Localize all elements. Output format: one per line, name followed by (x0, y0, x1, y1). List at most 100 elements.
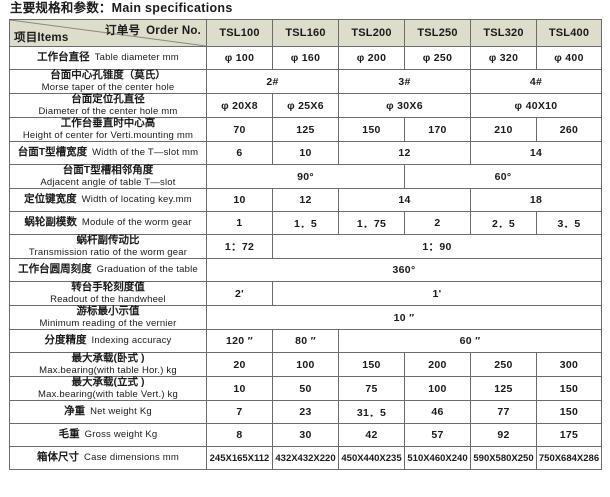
row-label-en: Diameter of the center hole mm (38, 105, 178, 117)
header-model-tsl250: TSL250 (404, 19, 471, 47)
header-items: 项目Items (14, 29, 68, 45)
row-value: 3# (338, 69, 471, 94)
row-value: 170 (404, 117, 471, 142)
table-row: 工作台直径 Table diameter mm φ 100 φ 160 φ 200 φ 2… (9, 46, 602, 70)
header-model-tsl200: TSL200 (338, 19, 405, 47)
row-value: 200 (404, 352, 471, 377)
table-header-row: 订单号 Order No. 项目Items TSL100 TSL160 TSL200 T… (9, 19, 602, 47)
row-value: 60° (404, 164, 602, 189)
header-corner-cell: 订单号 Order No. 项目Items (9, 19, 207, 47)
row-label-cn: 工作台直径 (37, 51, 90, 64)
row-value: 4# (470, 69, 602, 94)
row-value: 1：90 (272, 234, 602, 259)
row-label: 台面T型槽宽度 Width of the T—slot mm (9, 141, 207, 165)
row-value: φ 40X10 (470, 93, 602, 118)
row-value: 100 (272, 352, 339, 377)
row-value: 10 ″ (206, 305, 602, 330)
row-value: 510X460X240 (404, 446, 471, 470)
row-label-en: Max.bearing(with table Hor.) kg (39, 364, 177, 376)
row-label-en: Table diameter mm (94, 52, 179, 64)
row-label: 台面定位孔直径 Diameter of the center hole mm (9, 93, 207, 118)
row-label: 定位键宽度 Width of locating key.mm (9, 188, 207, 212)
table-row: 台面定位孔直径 Diameter of the center hole mm φ 2… (9, 93, 602, 118)
row-label-en: Adjacent angle of table T—slot (40, 176, 176, 188)
diagonal-divider-icon (10, 20, 206, 46)
row-value: 300 (536, 352, 602, 377)
row-value: 1：72 (206, 234, 273, 259)
row-value: 120 ″ (206, 329, 273, 353)
row-label-en: Gross weight Kg (84, 429, 158, 441)
table-row: 台面T型槽宽度 Width of the T—slot mm 6 10 12 14 (9, 141, 602, 165)
row-value: φ 25X6 (272, 93, 339, 118)
header-order-no-cn: 订单号 (105, 25, 141, 37)
row-value: 175 (536, 423, 602, 447)
row-label: 工作台直径 Table diameter mm (9, 46, 207, 70)
row-value: φ 320 (470, 46, 537, 70)
row-value: 50 (272, 376, 339, 401)
row-value: 10 (206, 188, 273, 212)
row-value: 92 (470, 423, 537, 447)
row-label-en: Height of center for Verti.mounting mm (22, 129, 194, 141)
row-value: 60 ″ (338, 329, 602, 353)
row-value: 10 (272, 141, 339, 165)
row-value: 125 (470, 376, 537, 401)
row-value: 70 (206, 117, 273, 142)
row-label-cn: 台面T型槽宽度 (17, 146, 88, 159)
row-value: 210 (470, 117, 537, 142)
row-value: 10 (206, 376, 273, 401)
row-value: 2# (206, 69, 339, 94)
row-label: 转台手轮刻度值 Readout of the handwheel (9, 281, 207, 306)
row-value: 245X165X112 (206, 446, 273, 470)
row-value: 12 (338, 141, 471, 165)
row-label: 台面T型槽相邻角度 Adjacent angle of table T—slot (9, 164, 207, 189)
row-label-cn: 定位键宽度 (24, 193, 77, 206)
row-label-en: Max.bearing(with table Vert.) kg (38, 388, 178, 400)
row-value: 2 (404, 211, 471, 235)
row-label: 工作台圆周刻度 Graduation of the table (9, 258, 207, 282)
header-model-tsl320: TSL320 (470, 19, 537, 47)
table-row: 台面T型槽相邻角度 Adjacent angle of table T—slot 9… (9, 164, 602, 189)
header-model-tsl160: TSL160 (272, 19, 339, 47)
row-value: 7 (206, 400, 273, 424)
row-label-cn: 台面定位孔直径 (71, 93, 145, 105)
row-value: 3．5 (536, 211, 602, 235)
row-label: 最大承载(卧式 ) Max.bearing(with table Hor.) kg (9, 352, 207, 377)
table-row: 蜗轮副模数 Module of the worm gear 1 1．5 1．75 2 2．5… (9, 211, 602, 235)
row-label: 分度精度 Indexing accuracy (9, 329, 207, 353)
row-value: 14 (470, 141, 602, 165)
row-label-cn: 蜗轮副模数 (24, 216, 77, 229)
header-order-no: 订单号 Order No. (105, 22, 201, 38)
header-items-en: Items (37, 32, 69, 44)
row-label-en: Readout of the handwheel (50, 293, 166, 305)
row-value: 77 (470, 400, 537, 424)
row-value: 31．5 (338, 400, 405, 424)
row-value: 100 (404, 376, 471, 401)
row-label: 蜗轮副模数 Module of the worm gear (9, 211, 207, 235)
table-row: 工作台垂直时中心高 Height of center for Verti.moun… (9, 117, 602, 142)
row-label-en: Module of the worm gear (81, 217, 192, 229)
row-value: 1 (206, 211, 273, 235)
row-value: φ 200 (338, 46, 405, 70)
row-value: φ 250 (404, 46, 471, 70)
row-label-en: Graduation of the table (96, 264, 198, 276)
row-value: 20 (206, 352, 273, 377)
row-value: 1' (272, 281, 602, 306)
row-value: 14 (338, 188, 471, 212)
row-value: 46 (404, 400, 471, 424)
table-row: 定位键宽度 Width of locating key.mm 10 12 14 18 (9, 188, 602, 212)
row-label-cn: 游标最小示值 (76, 305, 140, 317)
row-value: 75 (338, 376, 405, 401)
row-label-cn: 工作台垂直时中心高 (60, 117, 156, 129)
row-label-cn: 分度精度 (44, 334, 87, 347)
table-row: 蜗杆副传动比 Transmission ratio of the worm gea… (9, 234, 602, 259)
row-value: 8 (206, 423, 273, 447)
row-value: 1．5 (272, 211, 339, 235)
row-value: 90° (206, 164, 405, 189)
row-label: 蜗杆副传动比 Transmission ratio of the worm gea… (9, 234, 207, 259)
row-label: 箱体尺寸 Case dimensions mm (9, 446, 207, 470)
row-value: φ 20X8 (206, 93, 273, 118)
row-value: 250 (470, 352, 537, 377)
row-value: 590X580X250 (470, 446, 537, 470)
row-value: 57 (404, 423, 471, 447)
